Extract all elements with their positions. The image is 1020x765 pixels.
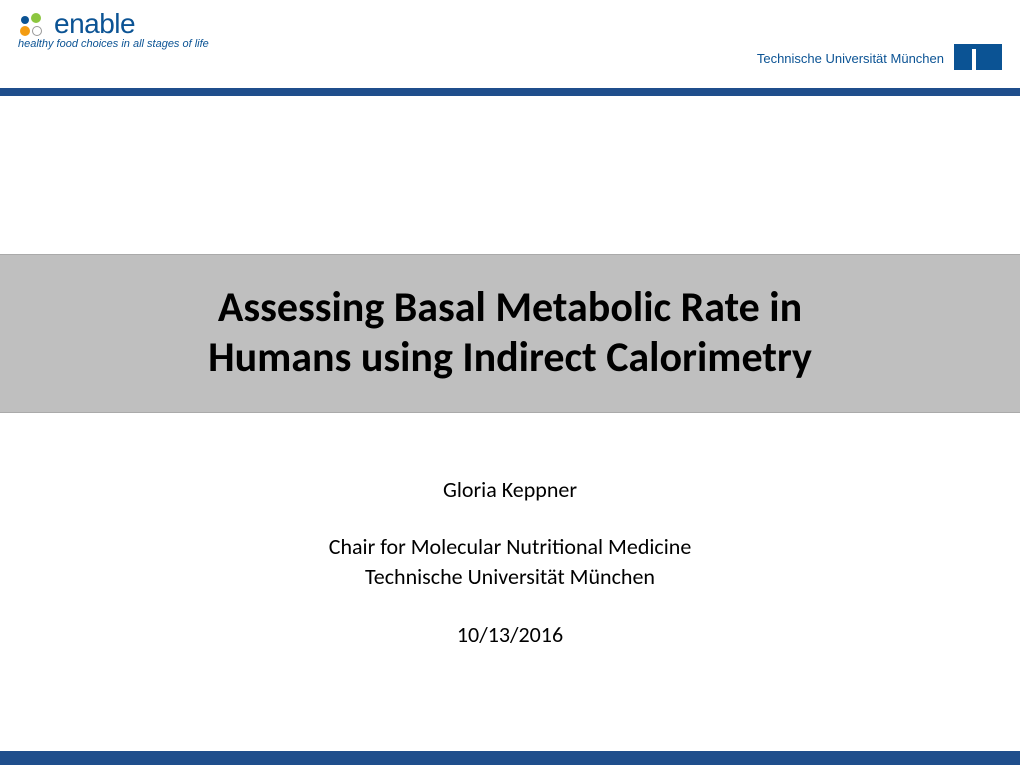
tum-logo-section: Technische Universität München [757,8,1002,70]
author-name: Gloria Keppner [0,475,1020,505]
enable-logo-text: enable [54,8,135,40]
presentation-date: 10/13/2016 [0,620,1020,650]
title-line-2: Humans using Indirect Calorimetry [208,332,812,383]
title-line-1: Assessing Basal Metabolic Rate in [218,282,802,333]
enable-dots-icon [18,9,48,39]
enable-logo: enable healthy food choices in all stage… [18,8,209,50]
enable-logo-row: enable [18,8,135,40]
slide-title: Assessing Basal Metabolic Rate in Humans… [40,283,980,384]
enable-tagline: healthy food choices in all stages of li… [18,38,209,50]
tum-logo-icon [954,44,1002,70]
affiliation-line-1: Chair for Molecular Nutritional Medicine [0,532,1020,562]
dot-outline-icon [32,26,42,36]
dot-green-icon [31,13,41,23]
author-section: Gloria Keppner Chair for Molecular Nutri… [0,475,1020,650]
dot-blue-icon [21,16,29,24]
slide-header: enable healthy food choices in all stage… [0,0,1020,88]
affiliation-line-2: Technische Universität München [0,562,1020,592]
tum-text: Technische Universität München [757,51,944,70]
title-box: Assessing Basal Metabolic Rate in Humans… [0,254,1020,413]
dot-orange-icon [20,26,30,36]
header-divider-bar [0,88,1020,96]
footer-bar [0,751,1020,765]
